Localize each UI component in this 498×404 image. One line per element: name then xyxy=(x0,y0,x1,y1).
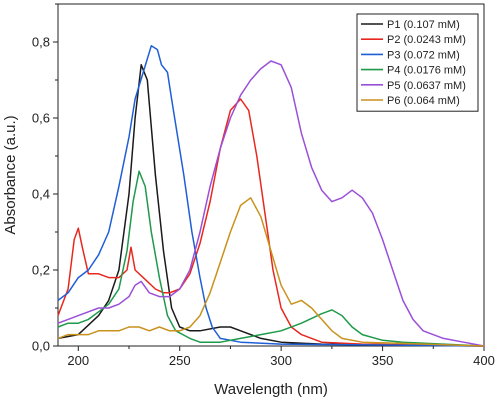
x-tick-label: 350 xyxy=(372,353,394,368)
series-line-p1 xyxy=(57,64,485,347)
series-line-p3 xyxy=(57,45,485,347)
y-tick-label: 0,0 xyxy=(32,339,50,354)
x-tick-label: 400 xyxy=(473,353,495,368)
legend-label-p5: P5 (0.0637 mM) xyxy=(387,80,466,92)
plot-frame xyxy=(57,3,485,347)
legend-label-p6: P6 (0.064 mM) xyxy=(387,95,460,107)
legend-label-p4: P4 (0.0176 mM) xyxy=(387,65,466,77)
x-tick-label: 200 xyxy=(67,353,89,368)
y-axis-title: Absorbance (a.u.) xyxy=(2,115,19,234)
legend-label-p3: P3 (0.072 mM) xyxy=(387,49,460,61)
x-axis-ticks: 200 250 300 350 400 xyxy=(67,346,495,368)
y-tick-label: 0,4 xyxy=(32,187,50,202)
y-tick-label: 0,2 xyxy=(32,263,50,278)
series-line-p5 xyxy=(57,60,485,347)
plot-border xyxy=(57,3,485,347)
legend-label-p2: P2 (0.0243 mM) xyxy=(387,34,466,46)
x-tick-label: 300 xyxy=(270,353,292,368)
legend-label-p1: P1 (0.107 mM) xyxy=(387,19,460,31)
series-layer xyxy=(57,45,485,347)
x-tick-label: 250 xyxy=(169,353,191,368)
y-tick-label: 0,6 xyxy=(32,111,50,126)
series-line-p6 xyxy=(57,197,485,347)
series-line-p2 xyxy=(57,98,485,347)
series-line-p4 xyxy=(57,170,485,347)
legend: P1 (0.107 mM) P2 (0.0243 mM) P3 (0.072 mM)… xyxy=(356,13,479,112)
y-tick-label: 0,8 xyxy=(32,35,50,50)
y-axis-ticks: 0,0 0,2 0,4 0,6 0,8 xyxy=(32,3,58,354)
x-axis-title: Wavelength (nm) xyxy=(214,381,328,398)
legend-box xyxy=(356,13,479,112)
